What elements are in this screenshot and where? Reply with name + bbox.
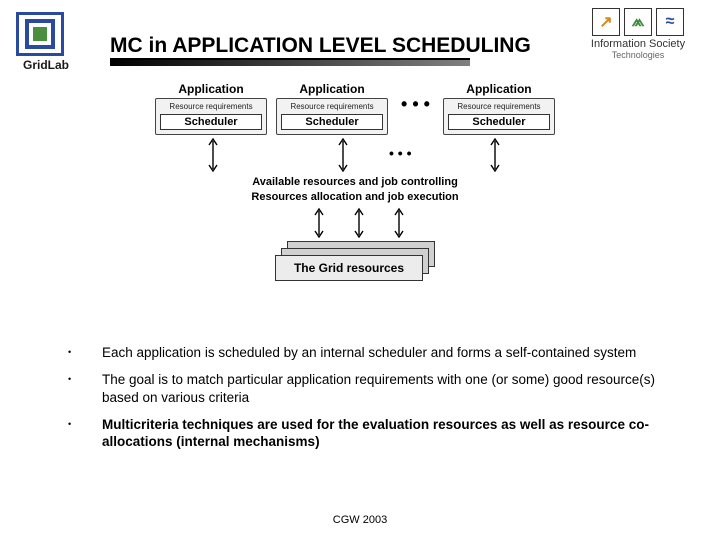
grid-box-front: The Grid resources <box>275 255 423 281</box>
bullet-list: • Each application is scheduled by an in… <box>68 344 680 460</box>
apps-ellipsis: • • • <box>397 94 434 123</box>
resource-req-label: Resource requirements <box>448 102 550 111</box>
bullet-text: Multicriteria techniques are used for th… <box>102 416 680 451</box>
arrows-bottom <box>155 205 555 241</box>
bullet-text: Each application is scheduled by an inte… <box>102 344 680 361</box>
application-box: Resource requirements Scheduler <box>276 98 388 135</box>
application-label: Application <box>276 82 388 96</box>
ist-arrow-icon: ↗ <box>592 8 620 36</box>
double-arrow-icon <box>391 205 407 241</box>
application-row: Application Resource requirements Schedu… <box>155 82 555 135</box>
double-arrow-icon <box>311 205 327 241</box>
middle-text: Available resources and job controlling … <box>155 175 555 205</box>
application-box: Resource requirements Scheduler <box>443 98 555 135</box>
resource-req-label: Resource requirements <box>281 102 383 111</box>
title-rule <box>110 58 470 66</box>
mid-line2: Resources allocation and job execution <box>155 190 555 205</box>
resource-req-label: Resource requirements <box>160 102 262 111</box>
title-wrap: MC in APPLICATION LEVEL SCHEDULING <box>110 34 700 58</box>
slide-title: MC in APPLICATION LEVEL SCHEDULING <box>110 34 700 58</box>
bullet-marker: • <box>68 416 102 451</box>
grid-resources-stack: The Grid resources <box>275 241 435 281</box>
slide: GridLab ↗ ⩕ ≈ Information Society Techno… <box>0 0 720 540</box>
application-label: Application <box>155 82 267 96</box>
double-arrow-icon <box>205 135 221 175</box>
double-arrow-icon <box>351 205 367 241</box>
double-arrow-icon <box>487 135 503 175</box>
diagram: Application Resource requirements Schedu… <box>155 82 555 324</box>
scheduler-box: Scheduler <box>281 114 383 130</box>
gridlab-logo-icon <box>16 12 64 56</box>
arrows-ellipsis: • • • <box>389 145 411 161</box>
application-label: Application <box>443 82 555 96</box>
ist-approx-icon: ≈ <box>656 8 684 36</box>
bullet-text: The goal is to match particular applicat… <box>102 371 680 406</box>
mid-line1: Available resources and job controlling <box>155 175 555 190</box>
application-block: Application Resource requirements Schedu… <box>155 82 267 135</box>
application-box: Resource requirements Scheduler <box>155 98 267 135</box>
arrows-top: • • • <box>155 135 555 175</box>
footer-text: CGW 2003 <box>0 514 720 526</box>
double-arrow-icon <box>335 135 351 175</box>
bullet-item: • Each application is scheduled by an in… <box>68 344 680 361</box>
scheduler-box: Scheduler <box>160 114 262 130</box>
bullet-marker: • <box>68 371 102 406</box>
ist-logo-icons: ↗ ⩕ ≈ <box>568 8 708 36</box>
bullet-item: • The goal is to match particular applic… <box>68 371 680 406</box>
gridlab-logo-label: GridLab <box>16 58 76 72</box>
gridlab-logo: GridLab <box>16 12 76 72</box>
application-block: Application Resource requirements Schedu… <box>443 82 555 135</box>
ist-wave-icon: ⩕ <box>624 8 652 36</box>
bullet-item: • Multicriteria techniques are used for … <box>68 416 680 451</box>
scheduler-box: Scheduler <box>448 114 550 130</box>
bullet-marker: • <box>68 344 102 361</box>
application-block: Application Resource requirements Schedu… <box>276 82 388 135</box>
